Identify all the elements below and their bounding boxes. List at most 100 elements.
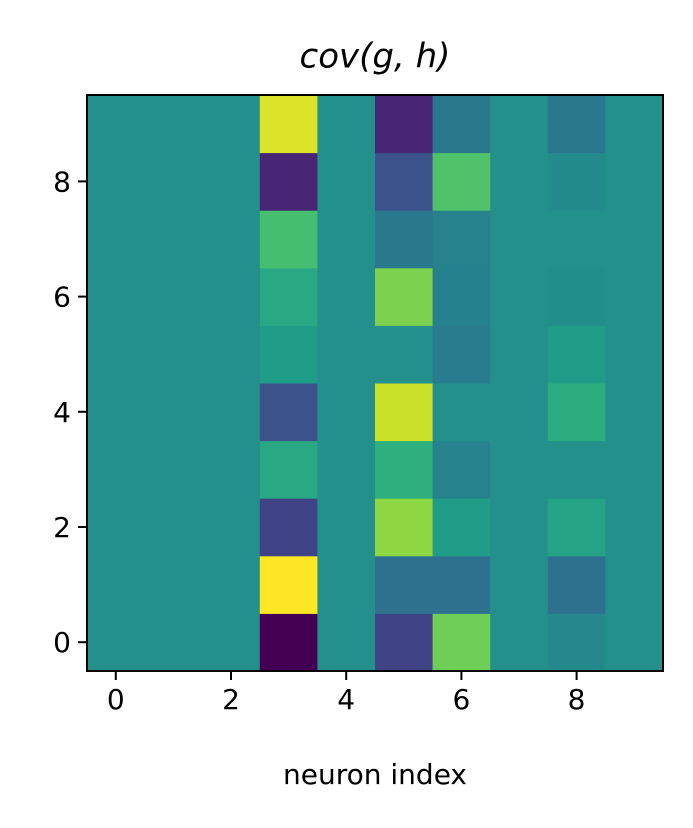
heatmap-cell (259, 498, 318, 557)
heatmap-cell (432, 152, 491, 211)
heatmap-cell (375, 440, 434, 499)
heatmap-cell (490, 440, 549, 499)
heatmap-cell (317, 383, 376, 442)
heatmap-cell (259, 613, 318, 672)
x-tick-label: 6 (452, 683, 470, 716)
heatmap-cell (144, 152, 203, 211)
heatmap-cell (317, 613, 376, 672)
heatmap-cell (605, 555, 664, 614)
heatmap-cell (259, 152, 318, 211)
heatmap-cell (375, 498, 434, 557)
heatmap-cell (202, 267, 261, 326)
heatmap-cell (202, 440, 261, 499)
heatmap-cell (144, 267, 203, 326)
heatmap-cell (259, 325, 318, 384)
heatmap-cell (202, 95, 261, 154)
heatmap-cell (547, 152, 606, 211)
heatmap-cell (490, 210, 549, 269)
heatmap-cell (375, 383, 434, 442)
heatmap-cell (432, 210, 491, 269)
heatmap-cell (432, 325, 491, 384)
heatmap-cell (547, 267, 606, 326)
y-tick-label: 2 (53, 511, 71, 544)
heatmap-cell (202, 325, 261, 384)
heatmap-cell (144, 498, 203, 557)
heatmap-cell (605, 498, 664, 557)
heatmap-cell (202, 383, 261, 442)
heatmap-cell (87, 210, 146, 269)
heatmap-cell (375, 152, 434, 211)
heatmap-cell (547, 440, 606, 499)
heatmap-cell (202, 555, 261, 614)
heatmap-cell (605, 267, 664, 326)
heatmap-cell (87, 95, 146, 154)
heatmap-cell (432, 267, 491, 326)
heatmap-cell (605, 440, 664, 499)
heatmap-cell (317, 95, 376, 154)
heatmap-cell (375, 613, 434, 672)
heatmap-cell (87, 383, 146, 442)
heatmap-cell (547, 555, 606, 614)
heatmap-cell (605, 152, 664, 211)
heatmap-cell (605, 613, 664, 672)
heatmap-cell (490, 555, 549, 614)
heatmap-cell (490, 267, 549, 326)
heatmap-cell (605, 95, 664, 154)
heatmap-cell (87, 440, 146, 499)
heatmap-cell (317, 498, 376, 557)
heatmap-cell (547, 325, 606, 384)
heatmap-cell (490, 498, 549, 557)
heatmap-cell (375, 325, 434, 384)
heatmap-cell (375, 267, 434, 326)
heatmap-cell (144, 613, 203, 672)
heatmap-cell (259, 383, 318, 442)
x-axis-label: neuron index (283, 758, 467, 791)
heatmap-cell (317, 210, 376, 269)
heatmap-cell (490, 383, 549, 442)
heatmap-cell (432, 95, 491, 154)
heatmap-cell (547, 613, 606, 672)
heatmap-cell (605, 325, 664, 384)
heatmap-cell (144, 95, 203, 154)
heatmap-cell (490, 152, 549, 211)
heatmap-cell (317, 440, 376, 499)
heatmap-cell (432, 498, 491, 557)
heatmap-cell (202, 498, 261, 557)
heatmap-cell (432, 555, 491, 614)
heatmap-cell (490, 95, 549, 154)
heatmap-cell (547, 95, 606, 154)
y-tick-label: 8 (53, 165, 71, 198)
chart-title: cov(g, h) (300, 37, 451, 77)
heatmap-cell (317, 325, 376, 384)
heatmap-cell (144, 383, 203, 442)
heatmap-cell (547, 383, 606, 442)
heatmap-cell (547, 210, 606, 269)
heatmap-cell (144, 555, 203, 614)
heatmap-cell (375, 210, 434, 269)
x-tick-label: 4 (337, 683, 355, 716)
heatmap-cell (87, 152, 146, 211)
heatmap-cell (432, 383, 491, 442)
heatmap-cell (202, 152, 261, 211)
heatmap-cell (317, 555, 376, 614)
y-tick-label: 0 (53, 626, 71, 659)
plot-frame (86, 94, 664, 672)
heatmap-cell (87, 325, 146, 384)
heatmap-cell (317, 267, 376, 326)
heatmap-cell (259, 95, 318, 154)
heatmap-cell (605, 383, 664, 442)
heatmap-cell (202, 613, 261, 672)
heatmap-cell (144, 210, 203, 269)
heatmap-cell (490, 613, 549, 672)
heatmap-cell (259, 210, 318, 269)
heatmap-cell (87, 267, 146, 326)
heatmap-cell (490, 325, 549, 384)
heatmap-cell (144, 325, 203, 384)
heatmap-cell (144, 440, 203, 499)
heatmap-cell (432, 613, 491, 672)
heatmap-cell (375, 555, 434, 614)
heatmap-cell (259, 267, 318, 326)
heatmap-cell (432, 440, 491, 499)
